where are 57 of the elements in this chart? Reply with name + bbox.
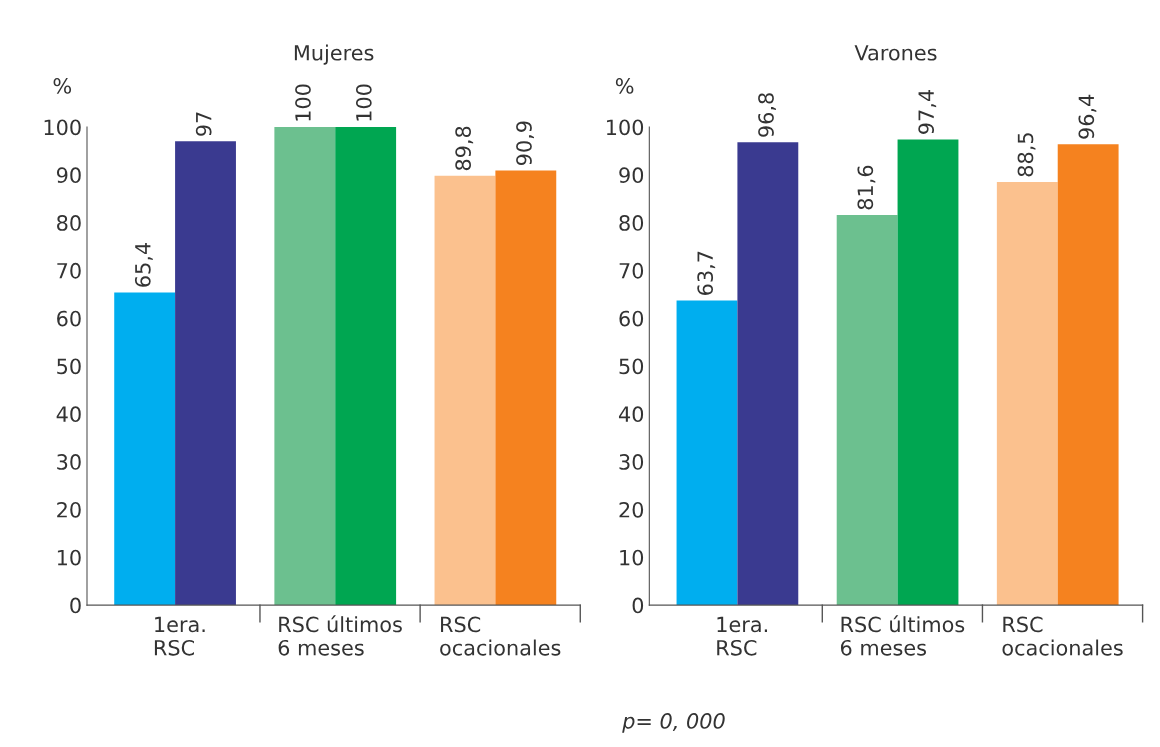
y-tick-label: 60 [619,310,644,327]
y-tick-label: 70 [57,262,81,279]
data-label: 89,8 [455,126,474,171]
x-tick-label: RSC ocacionales [440,616,561,656]
bar [335,126,397,606]
y-tick-label: 30 [619,454,644,470]
data-label: 97 [195,112,212,136]
y-tick-label: 50 [57,358,81,375]
data-label: 97,4 [918,90,937,134]
bar [175,141,236,606]
bar [836,214,898,606]
x-tick-label: 1era. RSC [717,616,767,656]
y-tick-label: 90 [56,167,81,184]
y-tick-label: 100 [44,119,81,136]
y-tick-label: 30 [57,454,81,470]
data-label: 96,4 [1078,94,1097,139]
data-label: 90,9 [516,121,534,166]
y-tick-label: 40 [618,406,644,423]
chart-title: Mujeres [294,44,374,65]
bar [897,139,959,606]
bar [274,126,336,606]
y-tick-label: 70 [619,262,644,279]
data-label: 88,5 [1017,133,1036,177]
y-tick-label: 0 [70,597,81,614]
y-tick-label: 100 [606,119,644,136]
y-tick-label: 50 [619,358,644,375]
bar [1057,144,1119,606]
y-tick-label: 20 [619,501,644,518]
y-tick-label: 80 [619,215,644,231]
data-label: 100 [355,84,372,121]
data-label: 63,7 [697,251,716,295]
bar [495,170,557,606]
y-tick-label: 40 [56,406,81,423]
bar [114,292,176,606]
data-label: 96,8 [758,93,777,137]
y-axis-title: % [615,78,634,94]
bar [434,175,496,606]
y-tick-label: 60 [57,310,81,327]
y-axis-title: % [53,78,72,94]
x-tick-label: RSC últimos 6 meses [278,615,402,656]
x-tick-label: RSC últimos 6 meses [840,615,965,656]
y-tick-label: 10 [57,549,81,566]
data-label: 81,6 [857,165,876,210]
bar [676,300,738,606]
y-tick-label: 20 [57,501,81,518]
x-tick-label: RSC ocacionales [1002,616,1123,656]
chart-title: Varones [854,45,937,61]
y-tick-label: 0 [632,597,644,614]
y-tick-label: 10 [620,549,644,566]
y-tick-label: 80 [57,215,81,231]
data-label: 100 [295,84,311,121]
y-tick-label: 90 [619,167,644,184]
x-tick-label: 1era. RSC [154,616,205,656]
bar [996,181,1058,606]
text: p= 0, 000 [622,713,725,733]
data-label: 65,4 [134,243,153,287]
bar [737,142,799,606]
